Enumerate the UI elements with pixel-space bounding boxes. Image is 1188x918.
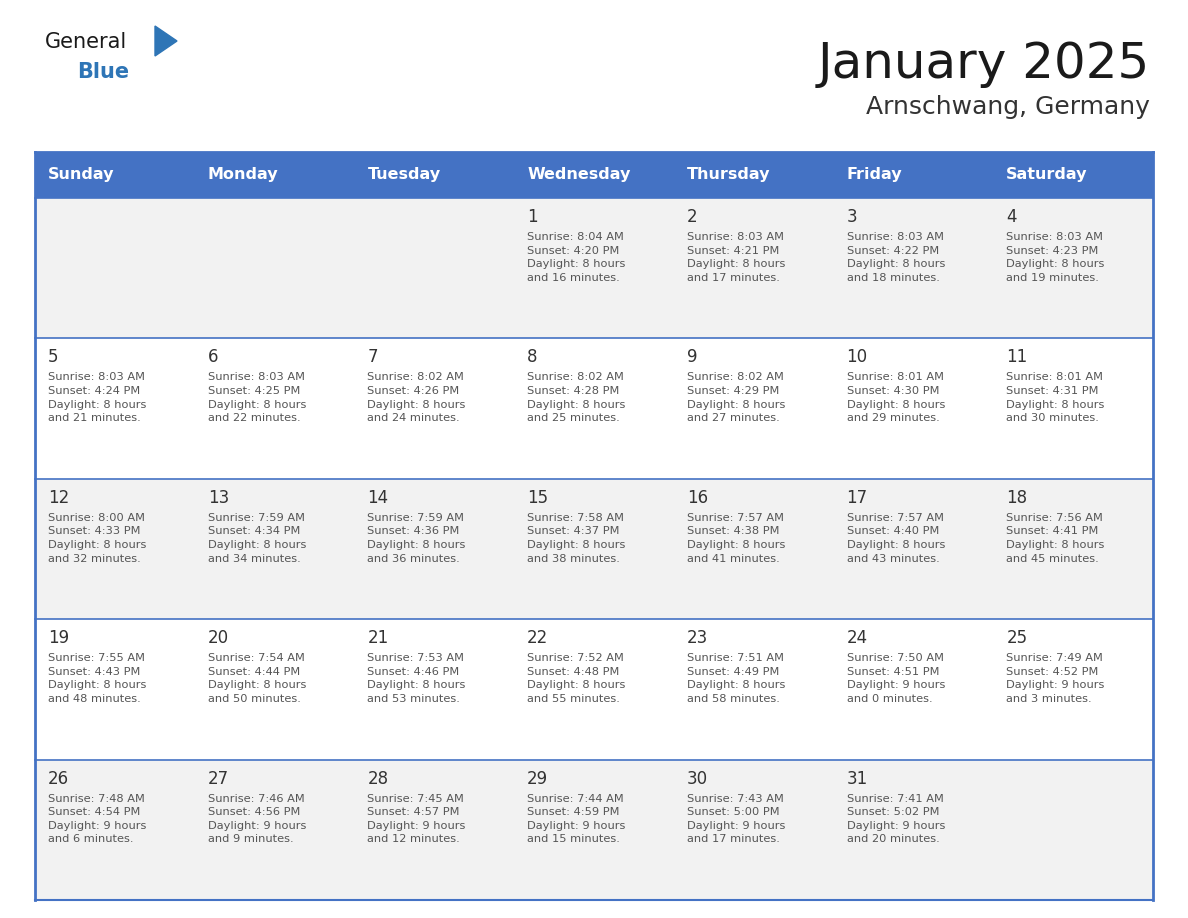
Text: Sunrise: 8:01 AM
Sunset: 4:31 PM
Daylight: 8 hours
and 30 minutes.: Sunrise: 8:01 AM Sunset: 4:31 PM Dayligh… bbox=[1006, 373, 1105, 423]
Text: 21: 21 bbox=[367, 629, 388, 647]
Bar bbox=[34, 479, 1154, 620]
Text: 9: 9 bbox=[687, 349, 697, 366]
Text: Sunrise: 7:49 AM
Sunset: 4:52 PM
Daylight: 9 hours
and 3 minutes.: Sunrise: 7:49 AM Sunset: 4:52 PM Dayligh… bbox=[1006, 654, 1105, 704]
Text: January 2025: January 2025 bbox=[817, 40, 1150, 88]
Text: Sunrise: 7:59 AM
Sunset: 4:34 PM
Daylight: 8 hours
and 34 minutes.: Sunrise: 7:59 AM Sunset: 4:34 PM Dayligh… bbox=[208, 513, 307, 564]
Text: 24: 24 bbox=[847, 629, 867, 647]
Text: Sunrise: 7:57 AM
Sunset: 4:38 PM
Daylight: 8 hours
and 41 minutes.: Sunrise: 7:57 AM Sunset: 4:38 PM Dayligh… bbox=[687, 513, 785, 564]
Text: Sunday: Sunday bbox=[48, 167, 114, 183]
Text: 31: 31 bbox=[847, 769, 867, 788]
Bar bbox=[34, 759, 1154, 900]
Text: 15: 15 bbox=[527, 488, 549, 507]
Text: 17: 17 bbox=[847, 488, 867, 507]
Bar bbox=[34, 198, 1154, 339]
Text: 16: 16 bbox=[687, 488, 708, 507]
Bar bbox=[34, 152, 1154, 198]
Text: 28: 28 bbox=[367, 769, 388, 788]
Text: 3: 3 bbox=[847, 208, 858, 226]
Text: 25: 25 bbox=[1006, 629, 1028, 647]
Text: Sunrise: 7:43 AM
Sunset: 5:00 PM
Daylight: 9 hours
and 17 minutes.: Sunrise: 7:43 AM Sunset: 5:00 PM Dayligh… bbox=[687, 793, 785, 845]
Text: 12: 12 bbox=[48, 488, 69, 507]
Text: 27: 27 bbox=[208, 769, 229, 788]
Text: Tuesday: Tuesday bbox=[367, 167, 441, 183]
Text: Sunrise: 7:55 AM
Sunset: 4:43 PM
Daylight: 8 hours
and 48 minutes.: Sunrise: 7:55 AM Sunset: 4:43 PM Dayligh… bbox=[48, 654, 146, 704]
Text: Sunrise: 7:45 AM
Sunset: 4:57 PM
Daylight: 9 hours
and 12 minutes.: Sunrise: 7:45 AM Sunset: 4:57 PM Dayligh… bbox=[367, 793, 466, 845]
Bar bbox=[34, 620, 1154, 759]
Text: 10: 10 bbox=[847, 349, 867, 366]
Text: 4: 4 bbox=[1006, 208, 1017, 226]
Text: 1: 1 bbox=[527, 208, 538, 226]
Text: Sunrise: 7:41 AM
Sunset: 5:02 PM
Daylight: 9 hours
and 20 minutes.: Sunrise: 7:41 AM Sunset: 5:02 PM Dayligh… bbox=[847, 793, 944, 845]
Text: 22: 22 bbox=[527, 629, 549, 647]
Text: Sunrise: 8:03 AM
Sunset: 4:24 PM
Daylight: 8 hours
and 21 minutes.: Sunrise: 8:03 AM Sunset: 4:24 PM Dayligh… bbox=[48, 373, 146, 423]
Text: General: General bbox=[45, 32, 127, 52]
Text: Sunrise: 7:59 AM
Sunset: 4:36 PM
Daylight: 8 hours
and 36 minutes.: Sunrise: 7:59 AM Sunset: 4:36 PM Dayligh… bbox=[367, 513, 466, 564]
Text: 14: 14 bbox=[367, 488, 388, 507]
Text: Sunrise: 7:58 AM
Sunset: 4:37 PM
Daylight: 8 hours
and 38 minutes.: Sunrise: 7:58 AM Sunset: 4:37 PM Dayligh… bbox=[527, 513, 626, 564]
Text: 23: 23 bbox=[687, 629, 708, 647]
Text: Sunrise: 8:02 AM
Sunset: 4:29 PM
Daylight: 8 hours
and 27 minutes.: Sunrise: 8:02 AM Sunset: 4:29 PM Dayligh… bbox=[687, 373, 785, 423]
Text: 20: 20 bbox=[208, 629, 229, 647]
Polygon shape bbox=[154, 26, 177, 56]
Text: 2: 2 bbox=[687, 208, 697, 226]
Text: 26: 26 bbox=[48, 769, 69, 788]
Bar bbox=[34, 339, 1154, 479]
Text: Blue: Blue bbox=[77, 62, 129, 82]
Text: Sunrise: 8:04 AM
Sunset: 4:20 PM
Daylight: 8 hours
and 16 minutes.: Sunrise: 8:04 AM Sunset: 4:20 PM Dayligh… bbox=[527, 232, 626, 283]
Text: 6: 6 bbox=[208, 349, 219, 366]
Text: Sunrise: 7:46 AM
Sunset: 4:56 PM
Daylight: 9 hours
and 9 minutes.: Sunrise: 7:46 AM Sunset: 4:56 PM Dayligh… bbox=[208, 793, 307, 845]
Text: 19: 19 bbox=[48, 629, 69, 647]
Text: Sunrise: 8:03 AM
Sunset: 4:23 PM
Daylight: 8 hours
and 19 minutes.: Sunrise: 8:03 AM Sunset: 4:23 PM Dayligh… bbox=[1006, 232, 1105, 283]
Text: Arnschwang, Germany: Arnschwang, Germany bbox=[866, 95, 1150, 119]
Text: Sunrise: 8:03 AM
Sunset: 4:25 PM
Daylight: 8 hours
and 22 minutes.: Sunrise: 8:03 AM Sunset: 4:25 PM Dayligh… bbox=[208, 373, 307, 423]
Text: Sunrise: 7:57 AM
Sunset: 4:40 PM
Daylight: 8 hours
and 43 minutes.: Sunrise: 7:57 AM Sunset: 4:40 PM Dayligh… bbox=[847, 513, 944, 564]
Text: Sunrise: 7:48 AM
Sunset: 4:54 PM
Daylight: 9 hours
and 6 minutes.: Sunrise: 7:48 AM Sunset: 4:54 PM Dayligh… bbox=[48, 793, 146, 845]
Text: Sunrise: 8:03 AM
Sunset: 4:22 PM
Daylight: 8 hours
and 18 minutes.: Sunrise: 8:03 AM Sunset: 4:22 PM Dayligh… bbox=[847, 232, 944, 283]
Text: Saturday: Saturday bbox=[1006, 167, 1088, 183]
Text: Sunrise: 8:01 AM
Sunset: 4:30 PM
Daylight: 8 hours
and 29 minutes.: Sunrise: 8:01 AM Sunset: 4:30 PM Dayligh… bbox=[847, 373, 944, 423]
Text: 29: 29 bbox=[527, 769, 549, 788]
Text: Sunrise: 7:53 AM
Sunset: 4:46 PM
Daylight: 8 hours
and 53 minutes.: Sunrise: 7:53 AM Sunset: 4:46 PM Dayligh… bbox=[367, 654, 466, 704]
Text: Sunrise: 7:52 AM
Sunset: 4:48 PM
Daylight: 8 hours
and 55 minutes.: Sunrise: 7:52 AM Sunset: 4:48 PM Dayligh… bbox=[527, 654, 626, 704]
Text: Sunrise: 8:02 AM
Sunset: 4:28 PM
Daylight: 8 hours
and 25 minutes.: Sunrise: 8:02 AM Sunset: 4:28 PM Dayligh… bbox=[527, 373, 626, 423]
Text: 30: 30 bbox=[687, 769, 708, 788]
Text: Sunrise: 7:54 AM
Sunset: 4:44 PM
Daylight: 8 hours
and 50 minutes.: Sunrise: 7:54 AM Sunset: 4:44 PM Dayligh… bbox=[208, 654, 307, 704]
Text: Sunrise: 7:56 AM
Sunset: 4:41 PM
Daylight: 8 hours
and 45 minutes.: Sunrise: 7:56 AM Sunset: 4:41 PM Dayligh… bbox=[1006, 513, 1105, 564]
Text: 5: 5 bbox=[48, 349, 58, 366]
Text: Sunrise: 8:00 AM
Sunset: 4:33 PM
Daylight: 8 hours
and 32 minutes.: Sunrise: 8:00 AM Sunset: 4:33 PM Dayligh… bbox=[48, 513, 146, 564]
Text: Friday: Friday bbox=[847, 167, 902, 183]
Text: 7: 7 bbox=[367, 349, 378, 366]
Text: Sunrise: 7:44 AM
Sunset: 4:59 PM
Daylight: 9 hours
and 15 minutes.: Sunrise: 7:44 AM Sunset: 4:59 PM Dayligh… bbox=[527, 793, 626, 845]
Text: Sunrise: 7:50 AM
Sunset: 4:51 PM
Daylight: 9 hours
and 0 minutes.: Sunrise: 7:50 AM Sunset: 4:51 PM Dayligh… bbox=[847, 654, 944, 704]
Text: Wednesday: Wednesday bbox=[527, 167, 631, 183]
Text: Sunrise: 8:03 AM
Sunset: 4:21 PM
Daylight: 8 hours
and 17 minutes.: Sunrise: 8:03 AM Sunset: 4:21 PM Dayligh… bbox=[687, 232, 785, 283]
Text: Monday: Monday bbox=[208, 167, 278, 183]
Text: Sunrise: 8:02 AM
Sunset: 4:26 PM
Daylight: 8 hours
and 24 minutes.: Sunrise: 8:02 AM Sunset: 4:26 PM Dayligh… bbox=[367, 373, 466, 423]
Text: 13: 13 bbox=[208, 488, 229, 507]
Text: Thursday: Thursday bbox=[687, 167, 770, 183]
Text: 8: 8 bbox=[527, 349, 538, 366]
Text: Sunrise: 7:51 AM
Sunset: 4:49 PM
Daylight: 8 hours
and 58 minutes.: Sunrise: 7:51 AM Sunset: 4:49 PM Dayligh… bbox=[687, 654, 785, 704]
Text: 18: 18 bbox=[1006, 488, 1028, 507]
Text: 11: 11 bbox=[1006, 349, 1028, 366]
